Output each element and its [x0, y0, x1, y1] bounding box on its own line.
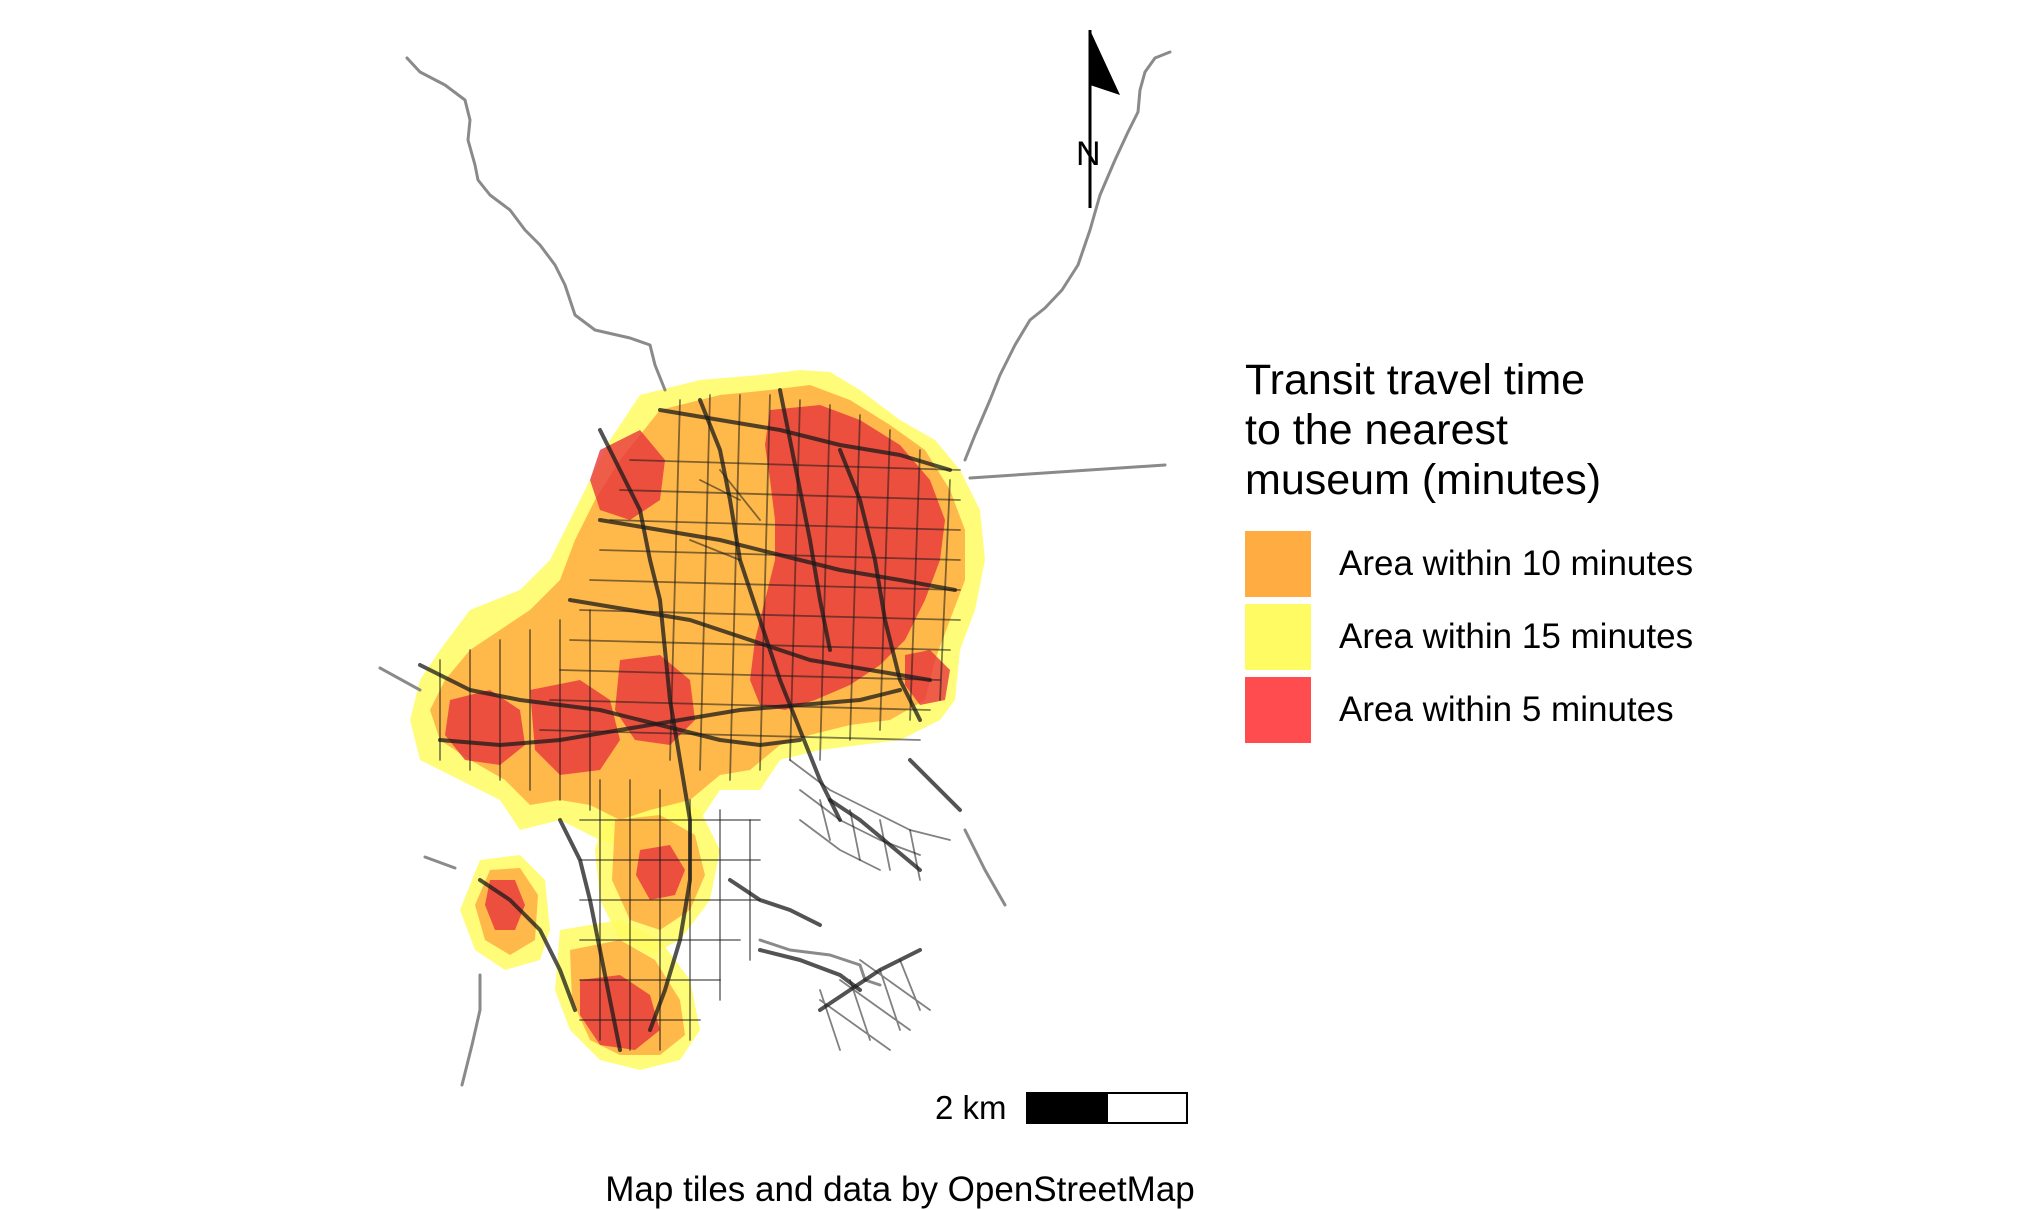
legend-title: Transit travel time to the nearest museu… — [1245, 356, 1602, 504]
legend-item-10-minutes: Area within 10 minutes — [1245, 527, 1805, 600]
attribution-caption: Map tiles and data by OpenStreetMap — [605, 1170, 1195, 1209]
legend-swatch-15-minutes — [1245, 603, 1311, 670]
road-network-faint — [378, 50, 1172, 1087]
legend-item-15-minutes: Area within 15 minutes — [1245, 600, 1805, 673]
legend-item-5-minutes: Area within 5 minutes — [1245, 673, 1805, 746]
north-label: N — [1076, 135, 1101, 173]
scale-bar-black-segment — [1027, 1093, 1107, 1123]
legend-label-15-minutes: Area within 15 minutes — [1339, 616, 1694, 656]
scale-bar-white-segment — [1106, 1092, 1188, 1124]
scale-bar — [1026, 1092, 1188, 1124]
legend-swatch-10-minutes — [1245, 530, 1311, 597]
road-network — [418, 388, 962, 1052]
legend-label-10-minutes: Area within 10 minutes — [1339, 543, 1694, 583]
legend-label-5-minutes: Area within 5 minutes — [1339, 689, 1674, 729]
scale-bar-label: 2 km — [935, 1089, 1007, 1126]
north-arrow-icon — [1088, 30, 1120, 208]
legend: Transit travel time to the nearest museu… — [1245, 355, 1805, 746]
legend-swatch-5-minutes — [1245, 676, 1311, 743]
